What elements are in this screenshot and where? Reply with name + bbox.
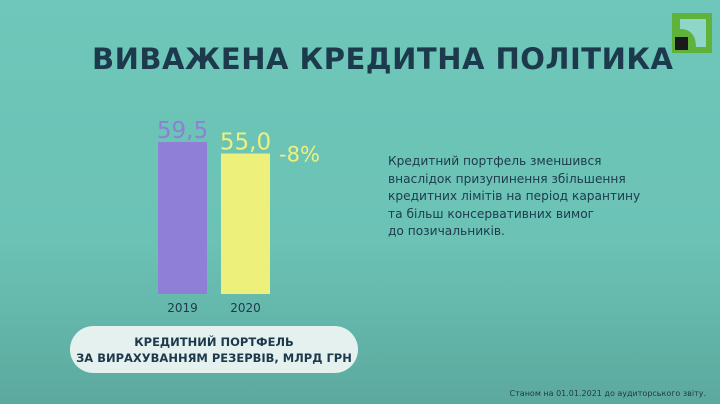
caption-line-1: КРЕДИТНИЙ ПОРТФЕЛЬ: [134, 334, 294, 349]
chart-caption: КРЕДИТНИЙ ПОРТФЕЛЬ ЗА ВИРАХУВАННЯМ РЕЗЕР…: [70, 326, 358, 373]
change-annotation: -8%: [279, 142, 320, 166]
footnote: Станом на 01.01.2021 до аудиторського зв…: [509, 389, 706, 398]
description-text: Кредитний портфель зменшився внаслідок п…: [388, 154, 641, 238]
category-label-2019: 2019: [167, 301, 198, 315]
category-label-2020: 2020: [230, 301, 261, 315]
data-label-2019: 59,5: [157, 118, 208, 144]
caption-line-2: ЗА ВИРАХУВАННЯМ РЕЗЕРВІВ, МЛРД ГРН: [76, 350, 352, 365]
slide-title: ВИВАЖЕНА КРЕДИТНА ПОЛІТИКА: [92, 42, 674, 76]
bar-2020: [221, 153, 270, 294]
data-label-2020: 55,0: [220, 129, 271, 155]
bar-2019: [158, 142, 207, 294]
privatbank-logo: [672, 13, 712, 53]
